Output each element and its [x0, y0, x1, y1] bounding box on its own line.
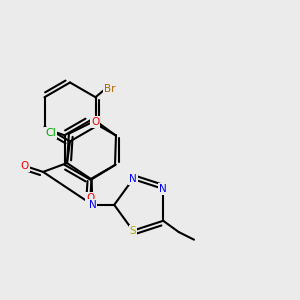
Text: S: S [130, 226, 136, 236]
Text: N: N [89, 200, 96, 210]
Text: N: N [129, 174, 137, 184]
Text: O: O [91, 117, 99, 127]
Text: N: N [159, 184, 167, 194]
Text: O: O [21, 161, 29, 171]
Text: Br: Br [104, 84, 116, 94]
Text: O: O [86, 194, 94, 203]
Text: Cl: Cl [45, 128, 56, 138]
